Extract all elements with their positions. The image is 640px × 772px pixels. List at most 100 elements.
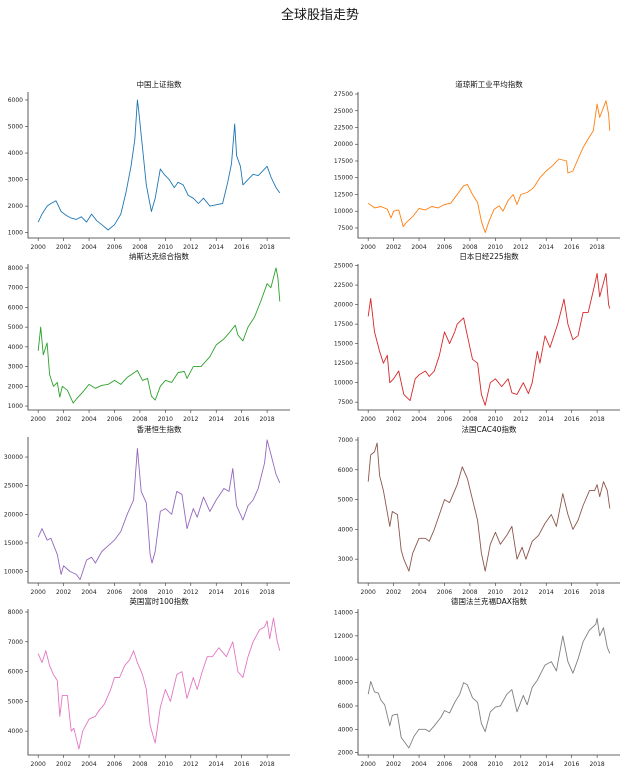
x-tick-label: 2010 [488,761,503,768]
x-tick-label: 2010 [488,244,503,251]
x-tick-label: 2016 [564,761,579,768]
x-tick-label: 2008 [462,589,477,596]
y-tick-label: 12500 [334,191,353,198]
subplot-title: 德国法兰克福DAX指数 [451,596,527,606]
x-tick-label: 2012 [513,589,528,596]
y-tick-label: 4000 [8,728,23,735]
subplot-4: 日本日经225指数 7500 10000 12500 15000 17500 20000 22… [334,251,620,423]
axis-spines [357,437,620,584]
x-tick-label: 2006 [437,244,452,251]
y-tick-label: 15000 [4,540,23,547]
y-tick-label: 6000 [8,304,23,311]
x-tick-label: 2006 [107,416,122,423]
y-tick-label: 3000 [8,177,23,184]
x-tick-label: 2004 [81,589,96,596]
y-tick-label: 7500 [338,225,353,232]
y-tick-label: 3000 [338,556,353,563]
x-tick-label: 2016 [234,761,249,768]
x-tick-label: 2006 [107,589,122,596]
series-line [367,617,611,749]
y-tick-label: 15000 [334,341,353,348]
x-tick-label: 2012 [183,244,198,251]
x-tick-label: 2008 [132,761,147,768]
x-tick-label: 2002 [56,761,71,768]
y-tick-label: 6000 [8,669,23,676]
x-tick-label: 2016 [564,416,579,423]
y-tick-label: 5000 [8,124,23,131]
y-tick-label: 20000 [4,511,23,518]
subplot-title: 英国富时100指数 [129,596,189,606]
y-tick-label: 5000 [8,324,23,331]
y-tick-label: 1000 [8,403,23,410]
y-tick-label: 17500 [334,321,353,328]
x-tick-label: 2000 [31,244,46,251]
x-tick-label: 2002 [386,416,401,423]
axis-spines [27,437,290,584]
x-tick-label: 2010 [158,761,173,768]
x-tick-label: 2002 [56,416,71,423]
x-tick-label: 2016 [234,589,249,596]
series-line [367,272,611,406]
x-tick-label: 2008 [132,416,147,423]
y-tick-label: 10000 [334,656,353,663]
x-tick-label: 2000 [31,416,46,423]
y-tick-label: 4000 [8,344,23,351]
x-tick-label: 2010 [158,589,173,596]
x-tick-label: 2004 [411,244,426,251]
x-tick-label: 2008 [462,244,477,251]
y-tick-label: 6000 [338,703,353,710]
x-tick-label: 2010 [158,416,173,423]
x-tick-label: 2018 [259,761,274,768]
subplot-7: 英国富时100指数 4000 5000 6000 7000 8000 2000 2002 200… [8,596,290,768]
x-tick-label: 2014 [209,416,224,423]
x-tick-label: 2014 [539,244,554,251]
x-tick-label: 2008 [132,244,147,251]
y-tick-label: 2000 [8,203,23,210]
series-line [37,99,281,231]
y-tick-label: 15000 [334,175,353,182]
x-tick-label: 2010 [488,416,503,423]
y-tick-label: 25000 [334,108,353,115]
x-tick-label: 2012 [513,761,528,768]
x-tick-label: 2004 [411,761,426,768]
x-tick-label: 2012 [183,416,198,423]
axis-spines [357,264,620,411]
x-tick-label: 2008 [462,761,477,768]
axis-spines [27,92,290,239]
axis-spines [357,92,620,239]
x-tick-label: 2000 [361,244,376,251]
x-tick-label: 2002 [56,589,71,596]
x-tick-label: 2016 [564,589,579,596]
x-tick-label: 2002 [56,244,71,251]
y-tick-label: 3000 [8,364,23,371]
x-tick-label: 2018 [589,416,604,423]
subplot-title: 日本日经225指数 [459,251,519,261]
x-tick-label: 2000 [361,761,376,768]
y-tick-label: 4000 [8,150,23,157]
y-tick-label: 4000 [338,526,353,533]
y-tick-label: 7000 [8,639,23,646]
y-tick-label: 14000 [334,610,353,617]
x-tick-label: 2012 [513,244,528,251]
x-tick-label: 2000 [361,589,376,596]
x-tick-label: 2008 [462,416,477,423]
subplot-1: 中国上证指数 1000 2000 3000 4000 5000 6000 2000 2002 20… [8,79,290,251]
y-tick-label: 10000 [4,569,23,576]
y-tick-label: 7000 [338,437,353,444]
series-line [367,442,611,572]
x-tick-label: 2014 [209,589,224,596]
figure-title: 全球股指走势 [280,8,359,23]
subplot-title: 道琼斯工业平均指数 [455,79,523,89]
subplot-title: 纳斯达克综合指数 [129,251,189,261]
subplot-title: 中国上证指数 [137,79,182,89]
x-tick-label: 2010 [488,589,503,596]
y-tick-label: 5000 [338,497,353,504]
y-tick-label: 25000 [334,263,353,270]
series-line [37,439,281,581]
x-tick-label: 2018 [259,589,274,596]
x-tick-label: 2002 [386,589,401,596]
y-tick-label: 12500 [334,360,353,367]
y-tick-label: 25000 [4,483,23,490]
x-tick-label: 2014 [209,244,224,251]
